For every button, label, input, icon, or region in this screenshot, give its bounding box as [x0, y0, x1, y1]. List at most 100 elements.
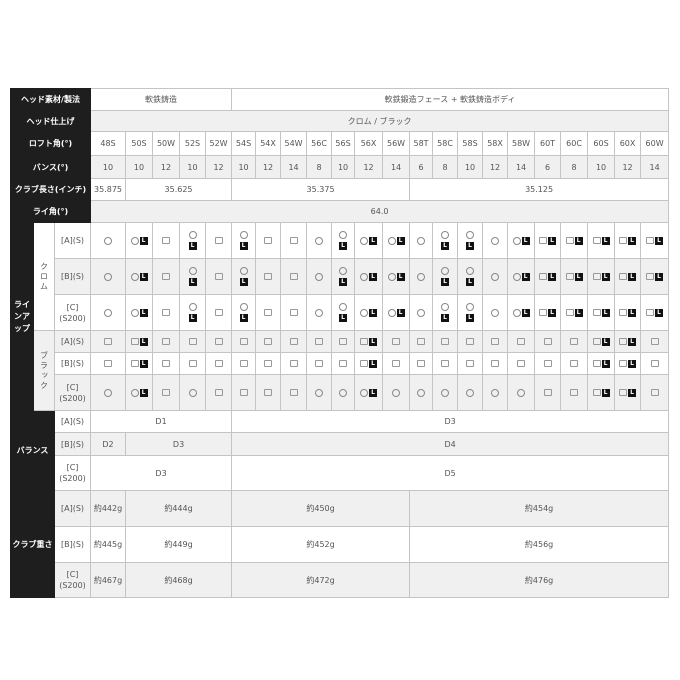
lineup-cell	[534, 330, 562, 353]
circle-icon	[417, 308, 426, 317]
lineup-cell	[90, 352, 127, 375]
lineup-cell: L	[534, 258, 562, 295]
color-label-chrome: クロム	[33, 222, 55, 331]
lineup-cell: L	[354, 294, 384, 331]
lineup-cell	[560, 330, 589, 353]
bounce-cell: 12	[354, 155, 384, 179]
lineup-cell	[534, 352, 562, 375]
lineup-cell	[482, 330, 509, 353]
square-icon	[517, 360, 526, 367]
square-icon	[239, 338, 248, 345]
lineup-cell: L	[125, 222, 154, 259]
square-icon	[130, 338, 139, 345]
l-badge-icon: L	[548, 272, 557, 281]
table-row: [C](S200) L L L L	[11, 374, 670, 411]
bounce-cell: 10	[587, 155, 616, 179]
lineup-cell	[409, 352, 434, 375]
lineup-cell	[90, 374, 127, 411]
lineup-cell	[507, 330, 536, 353]
square-icon	[619, 338, 628, 345]
circle-icon	[239, 303, 248, 311]
circle-icon	[387, 236, 396, 245]
lineup-cell: L	[587, 330, 616, 353]
lineup-cell: L	[587, 294, 616, 331]
square-icon	[570, 338, 579, 345]
l-badge-icon: L	[239, 278, 248, 286]
circle-icon	[387, 308, 396, 317]
lineup-cell: L	[534, 294, 562, 331]
row-label-bounce: バンス(°)	[9, 155, 92, 179]
square-icon	[289, 309, 298, 316]
loft-cell: 50S	[125, 131, 154, 156]
square-icon	[162, 273, 171, 280]
shaft-label: [A](S)	[53, 222, 92, 259]
loft-cell: 60W	[640, 131, 670, 156]
table-row: [B](S) 約445g 約449g 約452g 約456g	[11, 526, 670, 563]
l-badge-icon: L	[601, 308, 610, 317]
circle-icon	[441, 267, 450, 275]
circle-icon	[104, 236, 113, 245]
lineup-cell: L	[125, 294, 154, 331]
l-badge-icon: L	[139, 337, 148, 346]
table-row: ブラック [A](S) L L L L	[11, 330, 670, 411]
circle-icon	[417, 272, 426, 281]
lineup-cell	[152, 258, 181, 295]
row-label-lie: ライ角(°)	[9, 200, 92, 223]
lineup-cell: L	[560, 294, 589, 331]
square-icon	[392, 360, 401, 367]
l-badge-icon: L	[655, 308, 664, 317]
lineup-cell: L	[382, 222, 411, 259]
lineup-cell	[457, 352, 484, 375]
lineup-cell: L	[125, 258, 154, 295]
l-badge-icon: L	[139, 236, 148, 245]
loft-cell: 60C	[560, 131, 589, 156]
bounce-cell: 10	[90, 155, 127, 179]
lineup-cell	[179, 330, 207, 353]
lineup-cell: L	[457, 294, 484, 331]
square-icon	[539, 237, 548, 244]
square-icon	[289, 338, 298, 345]
l-badge-icon: L	[139, 388, 148, 397]
lineup-cell: L	[179, 222, 207, 259]
square-icon	[162, 309, 171, 316]
square-icon	[417, 360, 426, 367]
bounce-cell: 14	[382, 155, 411, 179]
table-row: クラブ重さ [A](S) 約442g 約444g 約450g 約454g	[10, 490, 670, 598]
lineup-cell: L	[614, 222, 642, 259]
lineup-cell: L	[179, 258, 207, 295]
circle-icon	[104, 272, 113, 281]
l-badge-icon: L	[601, 388, 610, 397]
bounce-cell: 8	[306, 155, 333, 179]
bounce-cell: 6	[534, 155, 562, 179]
bounce-cell: 10	[331, 155, 356, 179]
weight-cell: 約452g	[231, 526, 411, 563]
chrome-label: クロム	[39, 261, 49, 292]
lineup-cell: L	[354, 352, 384, 375]
bounce-cell: 12	[482, 155, 509, 179]
l-badge-icon: L	[655, 272, 664, 281]
lineup-cell	[560, 352, 589, 375]
lineup-cell	[331, 374, 356, 411]
l-badge-icon: L	[441, 314, 450, 322]
l-badge-icon: L	[466, 314, 475, 322]
table-row: ヘッド素材/製法 軟鉄鋳造 軟鉄鍛造フェース + 軟鉄鋳造ボディ	[9, 88, 670, 111]
square-icon	[289, 237, 298, 244]
circle-icon	[130, 236, 139, 245]
lineup-cell	[382, 330, 411, 353]
head-material-cell: 軟鉄鋳造	[90, 88, 233, 111]
lineup-cell	[409, 294, 434, 331]
lineup-cell	[231, 374, 257, 411]
square-icon	[162, 338, 171, 345]
lineup-cell	[534, 374, 562, 411]
weight-cell: 約467g	[90, 562, 127, 598]
table-row: ラインアップ クロム [A](S) L L L L L L L L L L L L L L	[10, 222, 670, 411]
circle-icon	[466, 231, 475, 239]
lineup-cell	[280, 258, 308, 295]
square-icon	[188, 360, 197, 367]
square-icon	[539, 273, 548, 280]
circle-icon	[188, 267, 197, 275]
lineup-cell	[255, 258, 282, 295]
circle-icon	[360, 272, 369, 281]
square-icon	[517, 338, 526, 345]
l-badge-icon: L	[188, 242, 197, 250]
